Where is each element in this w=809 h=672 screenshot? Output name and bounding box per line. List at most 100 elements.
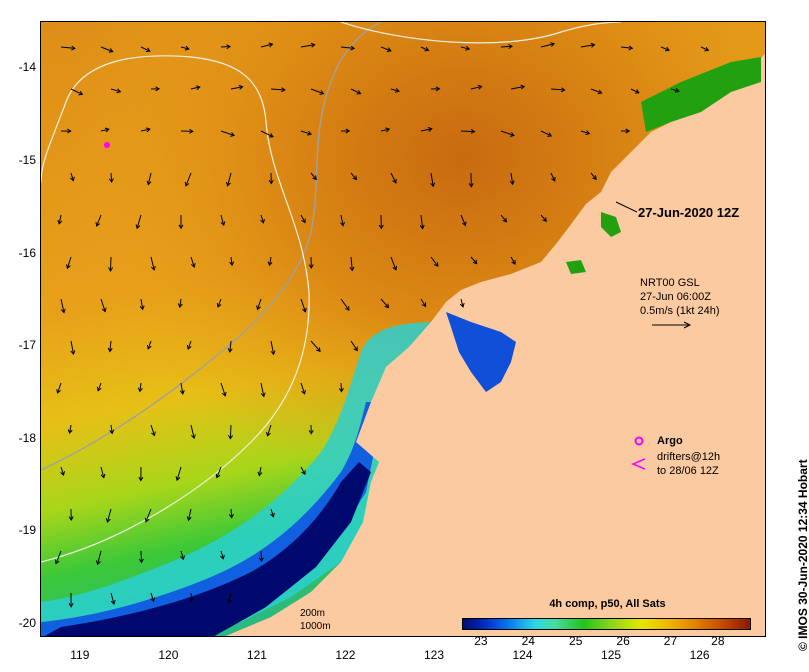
current-arrow	[300, 214, 306, 223]
current-arrow	[55, 550, 62, 564]
current-arrow-head	[60, 471, 65, 477]
current-arrow-head	[60, 308, 66, 314]
current-arrow-head	[268, 133, 274, 138]
current-arrow-head	[195, 85, 201, 91]
current-arrow	[260, 43, 273, 48]
argo-legend-label: Argo	[657, 435, 683, 447]
current-arrow-head	[424, 46, 430, 52]
current-arrow-head	[312, 175, 317, 181]
current-arrow-head	[139, 305, 145, 311]
current-arrow	[420, 298, 427, 307]
current-arrow-head	[302, 307, 307, 313]
current-arrow	[670, 88, 679, 92]
current-arrow	[340, 214, 344, 226]
current-arrow-head	[308, 264, 314, 269]
current-arrow	[230, 508, 233, 518]
current-arrow-head	[138, 558, 144, 564]
sst-colorbar	[462, 618, 751, 630]
current-arrow-head	[508, 44, 513, 50]
current-arrow-head	[95, 560, 101, 566]
current-arrow	[228, 592, 232, 604]
lat-tick-label: -17	[18, 338, 36, 353]
current-arrow-head	[227, 348, 233, 353]
current-arrow-head	[220, 221, 226, 227]
current-arrow	[300, 382, 306, 394]
current-arrow-head	[145, 47, 151, 53]
current-arrow	[470, 256, 478, 264]
current-arrow-head	[228, 434, 233, 440]
current-arrow-head	[78, 90, 84, 96]
lon-tick-label: 125	[601, 648, 622, 662]
lat-tick-label: -14	[18, 60, 36, 75]
current-arrow-head	[270, 512, 275, 518]
current-arrow-head	[95, 222, 101, 227]
current-arrow	[590, 88, 602, 94]
isobath-1000m	[41, 55, 310, 563]
current-arrow	[580, 130, 590, 135]
sst-map[interactable]	[40, 21, 766, 637]
current-arrow-head	[465, 45, 471, 51]
current-arrow-head	[70, 176, 75, 182]
current-arrow-head	[477, 84, 483, 90]
current-arrow	[110, 592, 115, 605]
current-arrow	[550, 172, 556, 182]
argo-float-marker[interactable]	[104, 142, 110, 148]
current-arrow-head	[281, 87, 286, 93]
current-arrow	[300, 44, 315, 48]
current-arrow-head	[349, 266, 355, 272]
current-arrow-head	[419, 224, 425, 230]
current-arrow-head	[108, 178, 114, 183]
current-arrow	[150, 424, 155, 436]
current-arrow-head	[674, 87, 680, 93]
current-arrow-head	[267, 261, 273, 267]
current-arrow	[96, 214, 102, 227]
current-arrow-head	[230, 132, 236, 137]
current-arrow-head	[551, 176, 556, 182]
current-arrow	[390, 172, 397, 184]
current-arrow-head	[392, 265, 398, 271]
current-arrow	[100, 298, 106, 312]
current-arrow-head	[150, 265, 156, 271]
current-arrow-head	[226, 44, 231, 50]
current-arrow	[136, 214, 142, 229]
current-arrow-head	[56, 388, 61, 394]
current-arrow	[350, 88, 361, 95]
current-arrow	[340, 298, 350, 311]
current-arrow	[97, 382, 102, 391]
current-arrow	[257, 298, 262, 310]
colorbar-tick-label: 26	[616, 634, 630, 648]
current-arrow	[69, 424, 72, 434]
current-arrow-head	[67, 128, 72, 134]
current-arrow	[540, 43, 555, 48]
current-arrow	[216, 466, 222, 478]
current-arrow	[267, 424, 272, 437]
current-arrow	[220, 214, 225, 226]
current-arrow-head	[392, 178, 397, 184]
current-arrow	[500, 45, 513, 48]
isobath-1000m-label: 1000m	[300, 621, 331, 632]
current-arrow-head	[435, 86, 441, 92]
current-arrow	[269, 256, 272, 266]
current-arrow	[140, 298, 144, 310]
current-legend: NRT00 GSL 27-Jun 06:00Z 0.5m/s (1kt 24h)	[640, 276, 719, 318]
current-arrow	[139, 382, 142, 392]
current-arrow	[147, 172, 152, 185]
current-arrow	[60, 466, 65, 476]
current-arrow	[470, 85, 482, 90]
current-arrow	[510, 85, 525, 90]
current-arrow-head	[116, 88, 122, 94]
credit-label: © IMOS 30-Jun-2020 12:34 Hobart	[796, 459, 809, 651]
current-arrow	[300, 466, 306, 475]
current-arrow	[150, 592, 155, 602]
current-arrow-head	[502, 217, 507, 223]
current-arrow-head	[179, 389, 185, 395]
current-arrow-head	[308, 429, 314, 435]
current-arrow-head	[137, 387, 143, 393]
current-arrow-head	[352, 175, 358, 181]
current-arrow-head	[215, 473, 221, 479]
current-arrow	[106, 508, 112, 523]
lon-tick-label: 126	[689, 648, 710, 662]
island-cluster	[566, 57, 761, 274]
current-arrow	[230, 256, 233, 266]
current-arrow-head	[468, 183, 474, 188]
